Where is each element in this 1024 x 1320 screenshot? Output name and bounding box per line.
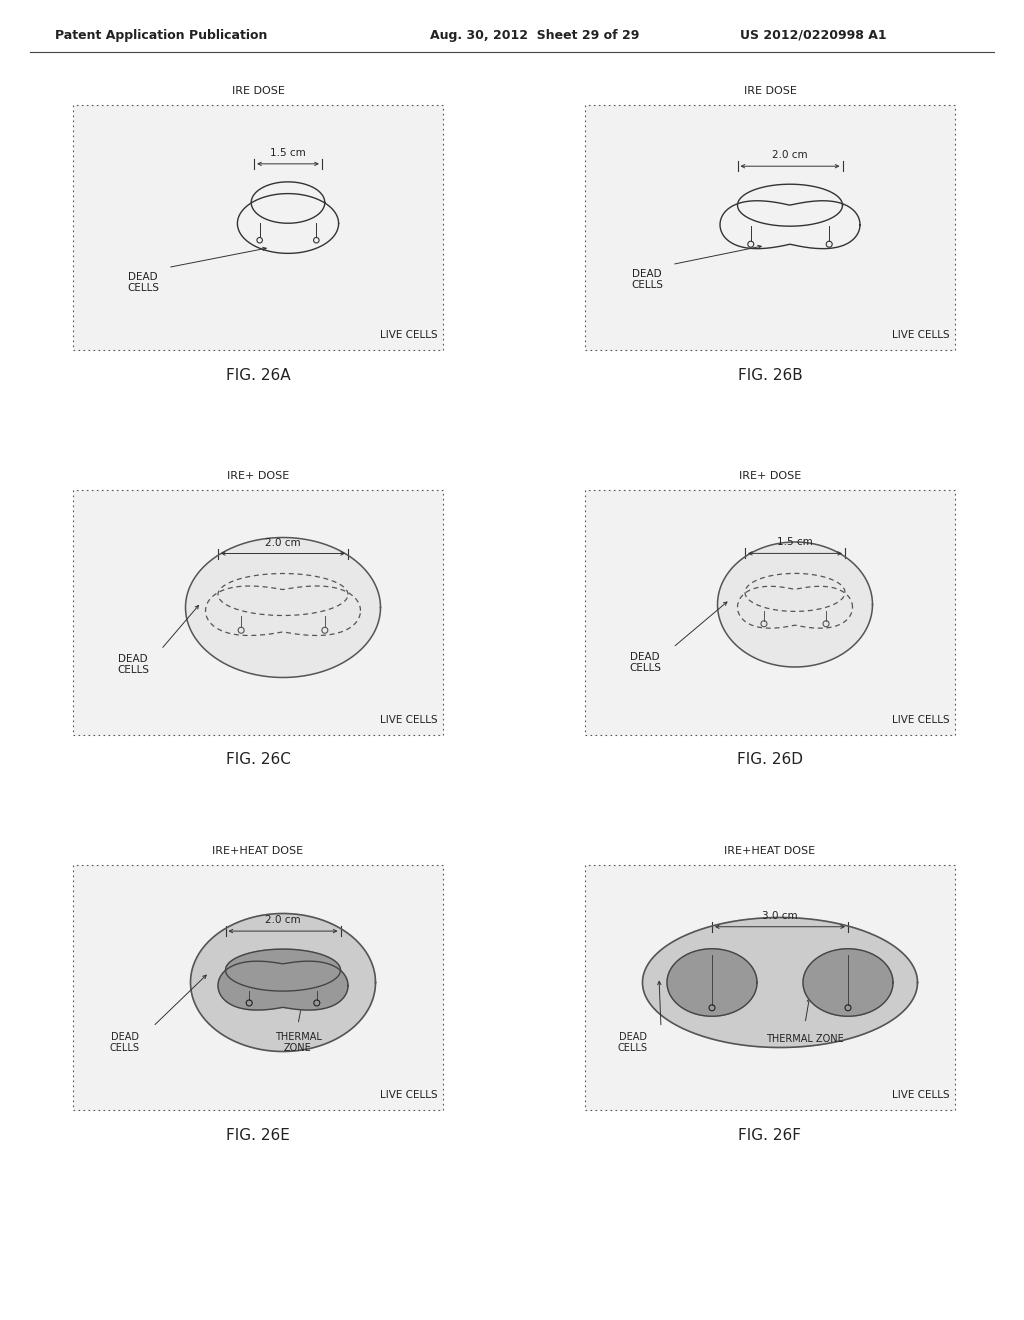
Text: DEAD
CELLS: DEAD CELLS (110, 1032, 140, 1053)
Text: THERMAL
ZONE: THERMAL ZONE (274, 1032, 322, 1053)
Text: DEAD
CELLS: DEAD CELLS (117, 653, 150, 676)
Text: FIG. 26C: FIG. 26C (225, 752, 291, 767)
Bar (585, 865, 955, 1110)
Text: IRE+HEAT DOSE: IRE+HEAT DOSE (724, 846, 815, 855)
Text: IRE DOSE: IRE DOSE (743, 86, 797, 96)
Text: DEAD
CELLS: DEAD CELLS (618, 1032, 648, 1053)
Text: FIG. 26E: FIG. 26E (226, 1127, 290, 1143)
Text: IRE+ DOSE: IRE+ DOSE (227, 471, 289, 480)
Polygon shape (718, 543, 872, 667)
Text: FIG. 26F: FIG. 26F (738, 1127, 802, 1143)
Text: US 2012/0220998 A1: US 2012/0220998 A1 (740, 29, 887, 41)
Text: 2.0 cm: 2.0 cm (772, 150, 808, 160)
Text: 2.0 cm: 2.0 cm (265, 915, 301, 925)
Text: DEAD
CELLS: DEAD CELLS (631, 269, 663, 290)
Text: IRE DOSE: IRE DOSE (231, 86, 285, 96)
Text: LIVE CELLS: LIVE CELLS (892, 330, 950, 341)
Text: FIG. 26D: FIG. 26D (737, 752, 803, 767)
Polygon shape (642, 917, 918, 1048)
Polygon shape (225, 949, 341, 991)
Text: 2.0 cm: 2.0 cm (265, 537, 301, 548)
Text: LIVE CELLS: LIVE CELLS (380, 715, 438, 725)
Text: 3.0 cm: 3.0 cm (762, 911, 798, 921)
Polygon shape (667, 949, 757, 1016)
Polygon shape (803, 949, 893, 1016)
Text: DEAD
CELLS: DEAD CELLS (127, 272, 159, 293)
Text: LIVE CELLS: LIVE CELLS (892, 1090, 950, 1100)
Text: DEAD
CELLS: DEAD CELLS (629, 652, 662, 673)
Bar (73, 490, 443, 735)
Text: 1.5 cm: 1.5 cm (270, 148, 306, 158)
Polygon shape (218, 961, 348, 1010)
Bar (585, 490, 955, 735)
Bar (73, 865, 443, 1110)
Text: THERMAL ZONE: THERMAL ZONE (766, 1035, 844, 1044)
Text: IRE+ DOSE: IRE+ DOSE (739, 471, 801, 480)
Bar (73, 106, 443, 350)
Text: FIG. 26B: FIG. 26B (737, 367, 803, 383)
Text: LIVE CELLS: LIVE CELLS (892, 715, 950, 725)
Text: Patent Application Publication: Patent Application Publication (55, 29, 267, 41)
Text: IRE+HEAT DOSE: IRE+HEAT DOSE (212, 846, 303, 855)
Bar (585, 106, 955, 350)
Text: FIG. 26A: FIG. 26A (225, 367, 291, 383)
Text: LIVE CELLS: LIVE CELLS (380, 1090, 438, 1100)
Polygon shape (190, 913, 376, 1052)
Text: 1.5 cm: 1.5 cm (777, 537, 813, 548)
Polygon shape (185, 537, 381, 677)
Text: LIVE CELLS: LIVE CELLS (380, 330, 438, 341)
Text: Aug. 30, 2012  Sheet 29 of 29: Aug. 30, 2012 Sheet 29 of 29 (430, 29, 639, 41)
